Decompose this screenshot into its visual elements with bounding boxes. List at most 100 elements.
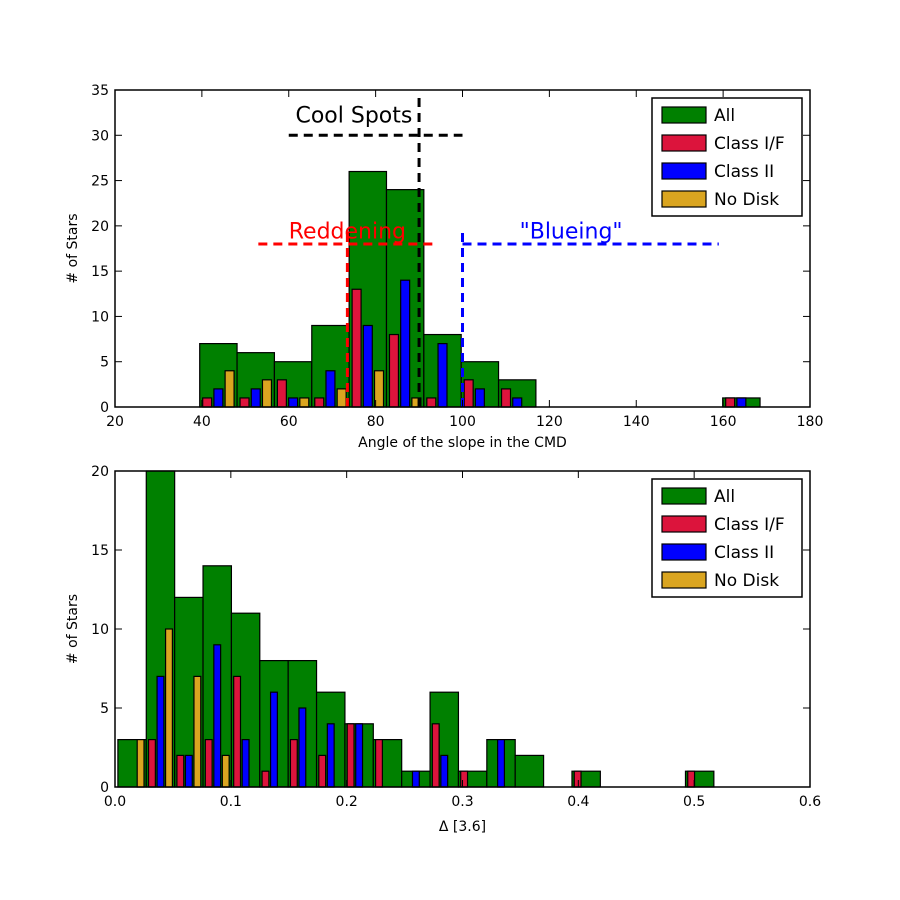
legend-label: No Disk <box>714 571 779 591</box>
bar <box>437 343 448 408</box>
y-tick-label: 20 <box>91 219 109 235</box>
bar <box>460 770 469 788</box>
bar <box>261 770 270 788</box>
bar <box>431 723 440 788</box>
legend-swatch <box>661 162 707 180</box>
bar <box>289 738 298 788</box>
bar <box>250 388 261 408</box>
bar <box>298 707 307 788</box>
legend-swatch <box>661 515 707 533</box>
x-tick-label: 120 <box>536 414 563 430</box>
bar <box>326 723 335 788</box>
x-tick-label: 0.4 <box>567 794 589 810</box>
y-axis-label: # of Stars <box>65 213 81 283</box>
bar <box>362 324 373 408</box>
y-tick-label: 5 <box>100 701 109 717</box>
bar <box>202 397 213 408</box>
bar <box>147 738 156 788</box>
series-no-disk <box>136 628 230 788</box>
bar <box>193 675 202 788</box>
annotation: Reddening <box>258 220 437 407</box>
y-tick-label: 15 <box>91 264 109 280</box>
x-tick-label: 20 <box>106 414 124 430</box>
bar <box>213 388 224 408</box>
bar <box>269 691 278 788</box>
bar <box>288 397 299 408</box>
x-tick-label: 0.3 <box>451 794 473 810</box>
bar <box>463 379 474 408</box>
bar <box>474 388 485 408</box>
bar <box>224 370 235 408</box>
y-tick-label: 10 <box>91 622 109 638</box>
bar <box>355 723 364 788</box>
legend-swatch <box>661 134 707 152</box>
bar <box>318 754 327 788</box>
x-tick-label: 0.2 <box>336 794 358 810</box>
bar <box>276 379 287 408</box>
bar <box>573 770 582 788</box>
x-axis-label: Angle of the slope in the CMD <box>358 435 567 451</box>
bar <box>346 723 355 788</box>
legend-label: All <box>714 106 735 126</box>
bar <box>351 288 362 408</box>
y-tick-label: 20 <box>91 464 109 480</box>
annotation: "Blueing" <box>461 220 719 407</box>
bar <box>325 370 336 408</box>
y-tick-label: 25 <box>91 174 109 190</box>
y-tick-label: 5 <box>100 355 109 371</box>
bar <box>374 738 383 788</box>
annotation-label: "Blueing" <box>520 220 623 245</box>
y-axis-label: # of Stars <box>65 594 81 664</box>
legend-swatch <box>661 190 707 208</box>
y-tick-label: 10 <box>91 309 109 325</box>
bar <box>336 388 347 408</box>
bar <box>221 754 230 788</box>
x-tick-label: 0.0 <box>104 794 126 810</box>
bar <box>514 754 545 788</box>
bar <box>213 644 222 788</box>
bar <box>164 628 173 788</box>
legend-label: Class I/F <box>714 515 785 535</box>
bar <box>241 738 250 788</box>
annotation-label: Cool Spots <box>295 104 412 129</box>
y-tick-label: 35 <box>91 83 109 99</box>
x-axis-label: Δ [3.6] <box>439 819 486 835</box>
legend-swatch <box>661 106 707 124</box>
x-tick-label: 60 <box>280 414 298 430</box>
x-tick-label: 0.1 <box>220 794 242 810</box>
x-tick-label: 100 <box>449 414 476 430</box>
bar <box>426 397 437 408</box>
bar <box>687 770 696 788</box>
y-tick-label: 15 <box>91 543 109 559</box>
annotation: Cool Spots <box>288 94 463 407</box>
bar <box>184 754 193 788</box>
x-tick-label: 160 <box>710 414 737 430</box>
x-tick-label: 140 <box>623 414 650 430</box>
bar <box>725 397 736 408</box>
bar <box>497 738 506 788</box>
bar <box>156 675 165 788</box>
y-tick-label: 30 <box>91 128 109 144</box>
legend-label: Class I/F <box>714 134 785 154</box>
bar <box>512 397 523 408</box>
legend-swatch <box>661 487 707 505</box>
legend-label: No Disk <box>714 190 779 210</box>
legend-label: Class II <box>714 543 774 563</box>
x-tick-label: 0.5 <box>683 794 705 810</box>
bar <box>388 333 400 408</box>
x-tick-label: 40 <box>193 414 211 430</box>
bar <box>440 754 449 788</box>
legend-label: Class II <box>714 162 774 182</box>
bar <box>411 770 420 788</box>
bar <box>500 388 512 408</box>
legend: All Class I/F Class II No Disk <box>651 478 803 598</box>
x-tick-label: 180 <box>797 414 824 430</box>
y-tick-label: 0 <box>100 780 109 796</box>
bar <box>736 397 747 408</box>
legend-swatch <box>661 571 707 589</box>
y-tick-label: 0 <box>100 400 109 416</box>
annotation-label: Reddening <box>289 220 406 245</box>
x-tick-label: 0.6 <box>799 794 821 810</box>
